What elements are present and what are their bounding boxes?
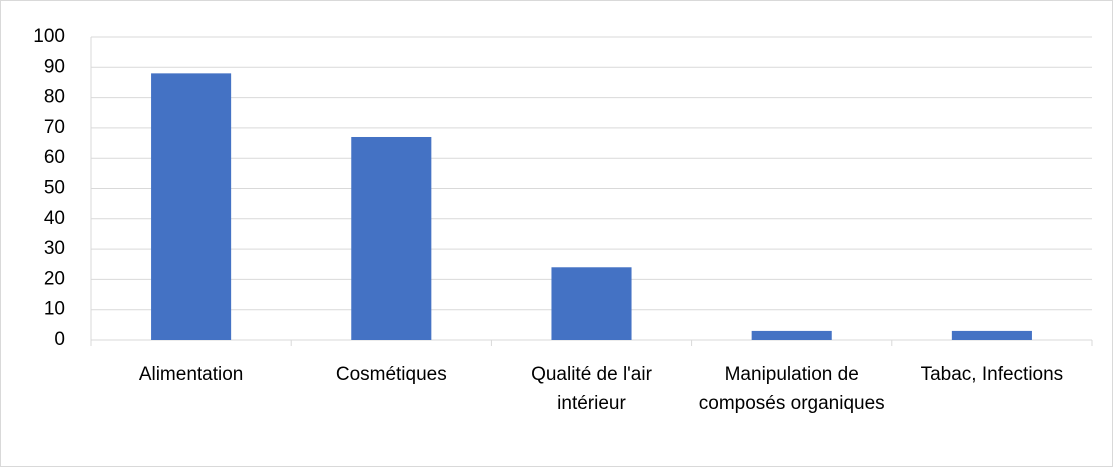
y-tick-label: 40 — [44, 208, 65, 229]
y-tick-label: 0 — [54, 329, 65, 350]
x-tick-label: Manipulation de composés organiques — [699, 364, 885, 414]
x-tick-label: Alimentation — [139, 364, 244, 385]
y-tick-label: 90 — [44, 56, 65, 77]
x-tick-label: Cosmétiques — [336, 364, 447, 385]
bar — [351, 136, 432, 340]
bar — [951, 330, 1032, 340]
y-tick-label: 30 — [44, 238, 65, 259]
bar — [751, 330, 832, 340]
y-tick-label: 80 — [44, 87, 65, 108]
bar — [151, 73, 232, 341]
y-tick-label: 10 — [44, 299, 65, 320]
y-tick-label: 20 — [44, 268, 65, 289]
bar — [551, 267, 632, 340]
x-tick-label: Tabac, Infections — [921, 364, 1064, 385]
x-tick-label: Qualité de l'air intérieur — [531, 364, 653, 414]
y-tick-label: 70 — [44, 117, 65, 138]
y-tick-label: 100 — [33, 26, 65, 47]
y-tick-label: 50 — [44, 178, 65, 199]
y-tick-label: 60 — [44, 147, 65, 168]
